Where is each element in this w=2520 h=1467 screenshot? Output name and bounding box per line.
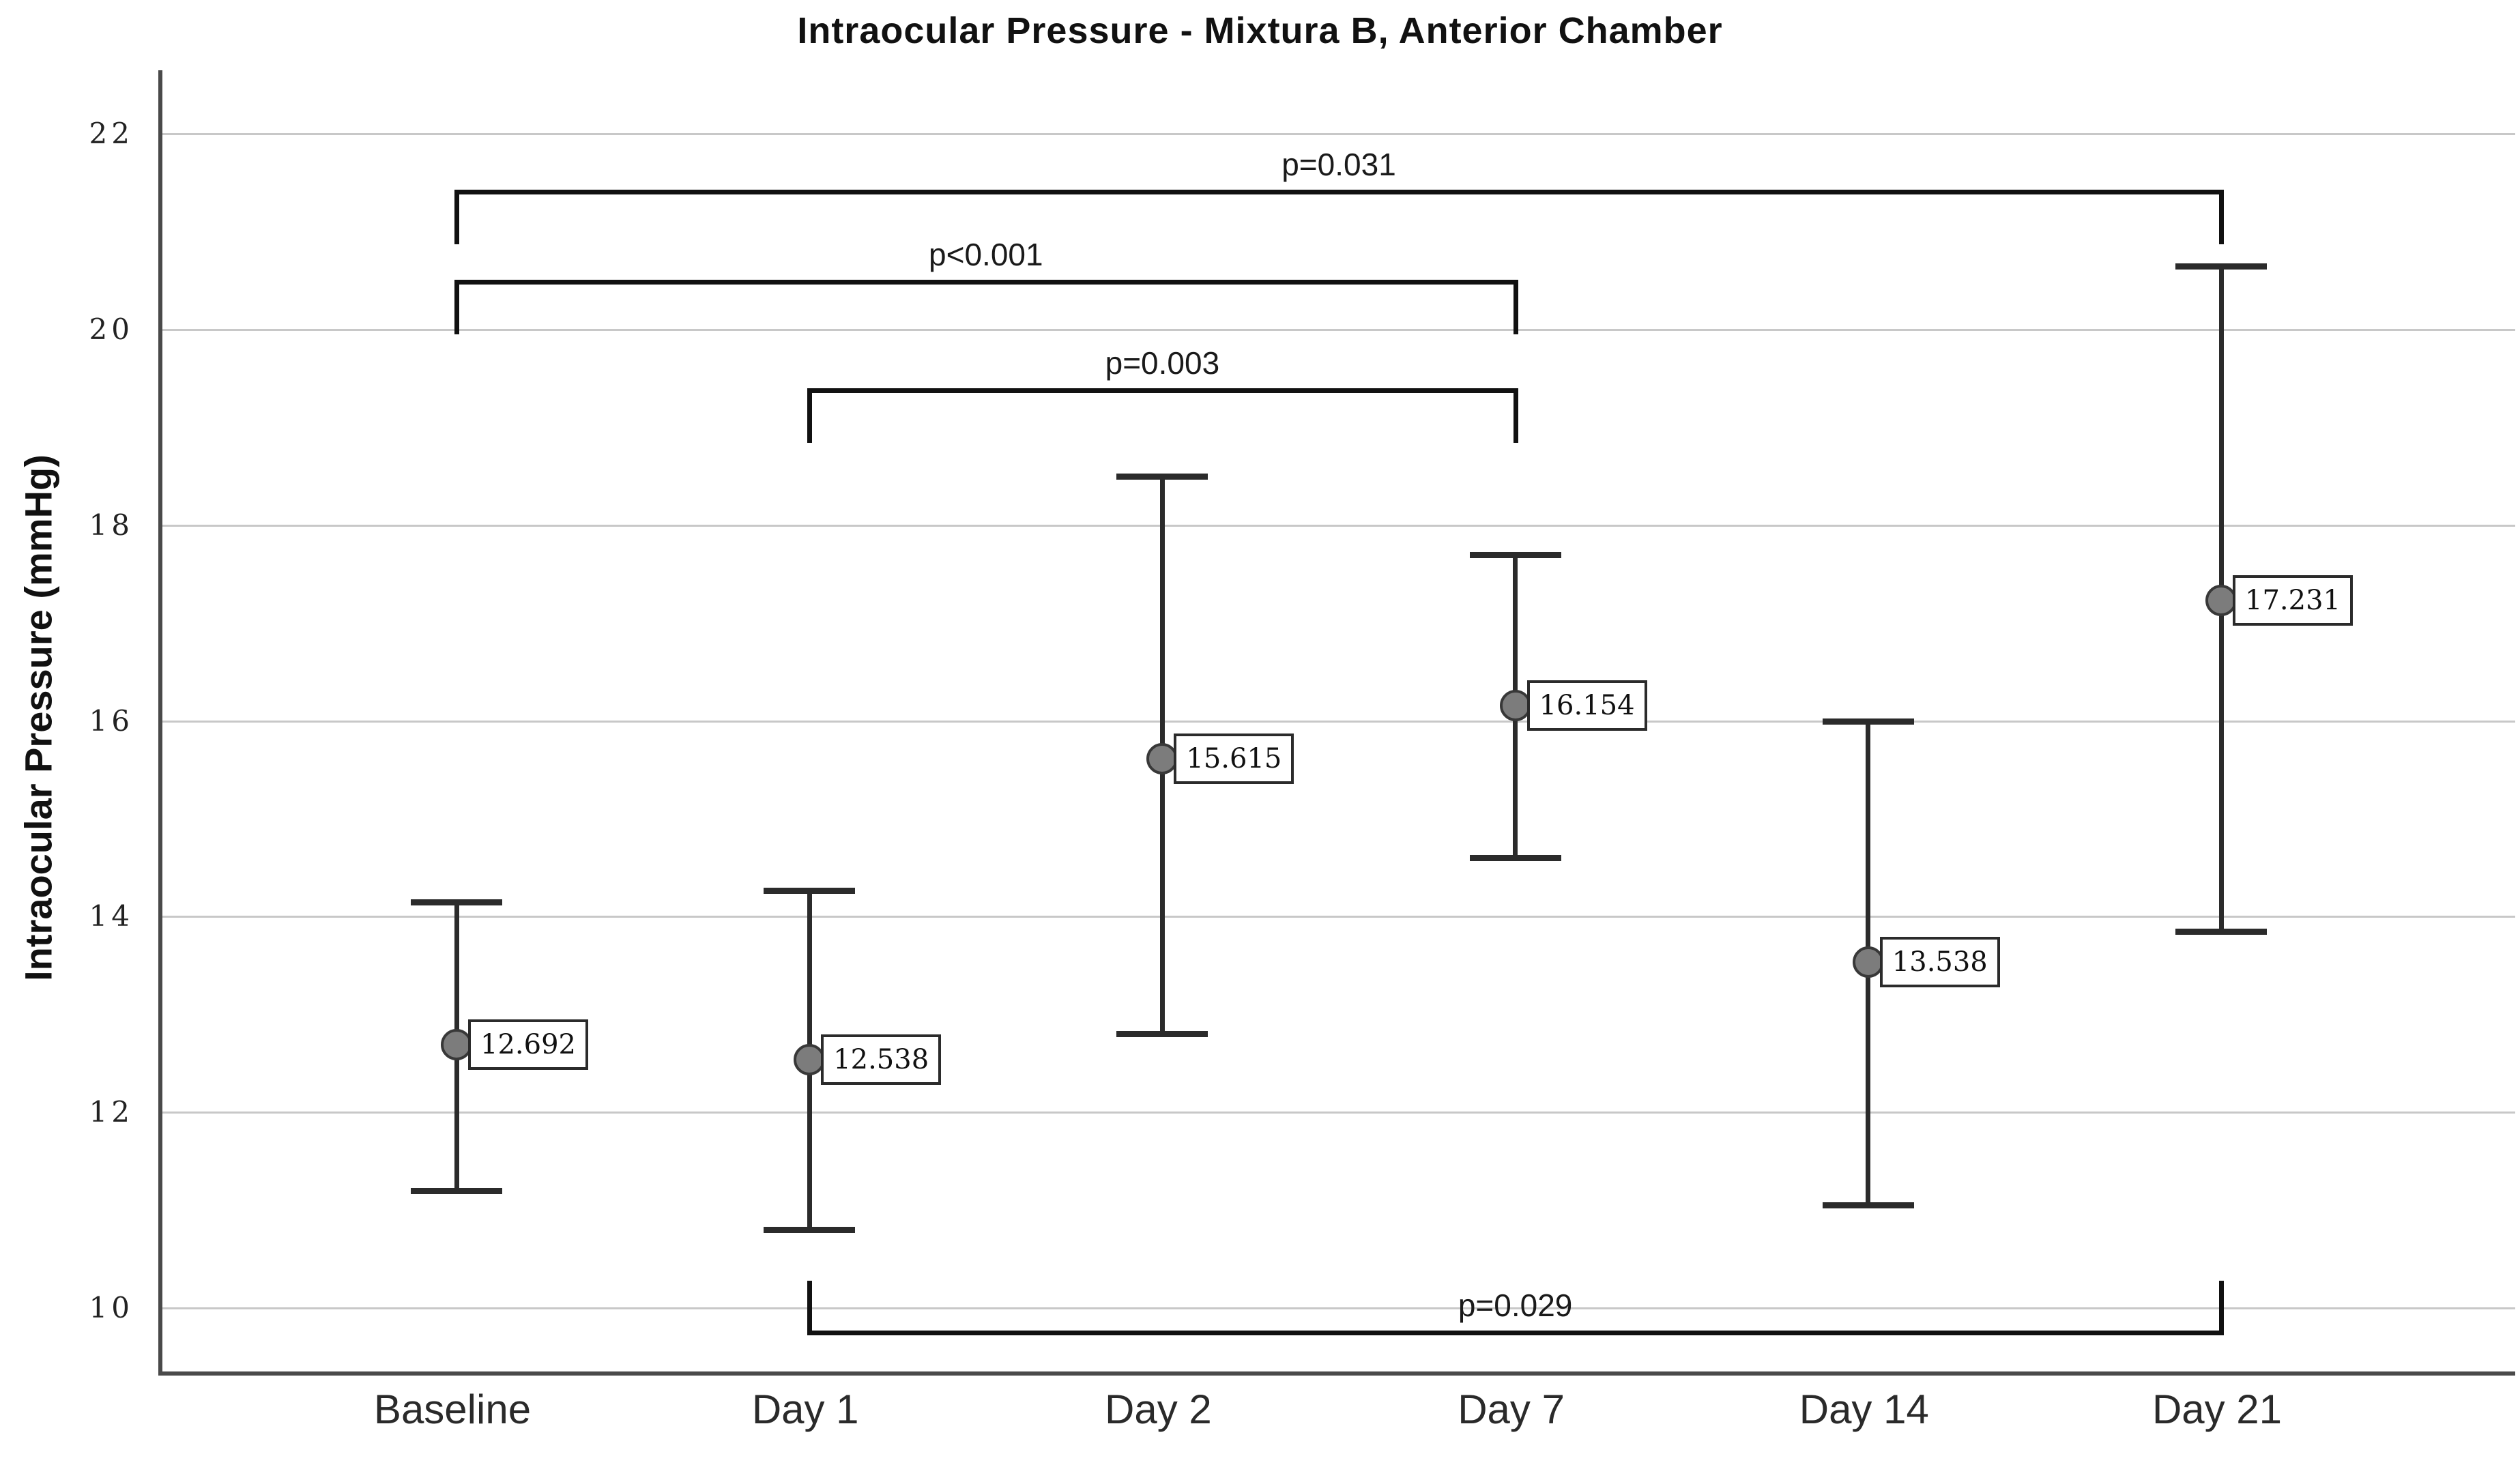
y-tick-label-10: 10 <box>89 1290 134 1324</box>
y-tick-label-12: 12 <box>89 1095 134 1129</box>
sig-bracket-line-3 <box>809 1330 2221 1335</box>
error-cap-lower-3 <box>1469 855 1561 862</box>
sig-bracket-tick-0-1 <box>2219 189 2224 244</box>
sig-bracket-label-1: p<0.001 <box>929 236 1043 272</box>
gridline-y-20 <box>162 328 2515 331</box>
y-tick-label-18: 18 <box>89 508 134 542</box>
y-tick-label-22: 22 <box>89 117 134 151</box>
x-category-label-0: Baseline <box>373 1386 532 1432</box>
chart-title: Intraocular Pressure - Mixtura B, Anteri… <box>797 10 1723 51</box>
point-label-4: 13.538 <box>1879 936 2000 987</box>
gridline-y-22 <box>162 133 2515 136</box>
sig-bracket-line-0 <box>457 189 2221 194</box>
error-cap-upper-4 <box>1822 718 1914 725</box>
gridline-y-10 <box>162 1307 2515 1309</box>
error-cap-lower-4 <box>1822 1202 1914 1209</box>
x-category-label-2: Day 2 <box>1105 1386 1212 1432</box>
point-label-0: 12.692 <box>468 1019 588 1070</box>
sig-bracket-line-1 <box>457 279 1516 285</box>
x-category-label-5: Day 21 <box>2152 1386 2283 1432</box>
point-label-3: 16.154 <box>1526 680 1647 731</box>
point-label-5: 17.231 <box>2233 575 2353 626</box>
error-cap-upper-1 <box>764 887 856 894</box>
sig-bracket-label-2: p=0.003 <box>1105 345 1220 381</box>
x-category-label-1: Day 1 <box>751 1386 859 1432</box>
point-label-1: 12.538 <box>821 1034 942 1085</box>
error-cap-lower-5 <box>2175 928 2267 935</box>
gridline-y-18 <box>162 524 2515 527</box>
x-category-label-4: Day 14 <box>1799 1386 1929 1432</box>
plot-area: p=0.031 p<0.001 p=0.003 p=0.029 12.692 12.538… <box>158 70 2515 1376</box>
error-cap-upper-3 <box>1469 551 1561 558</box>
point-label-2: 15.615 <box>1174 733 1294 784</box>
sig-bracket-tick-2-0 <box>807 388 813 443</box>
error-cap-lower-0 <box>411 1187 502 1194</box>
y-tick-label-14: 14 <box>89 899 134 933</box>
gridline-y-12 <box>162 1112 2515 1114</box>
sig-bracket-tick-1-0 <box>454 279 459 334</box>
gridline-y-16 <box>162 720 2515 723</box>
sig-bracket-label-3: p=0.029 <box>1458 1287 1573 1323</box>
gridline-y-14 <box>162 916 2515 918</box>
error-cap-upper-0 <box>411 899 502 905</box>
sig-bracket-tick-3-0 <box>807 1280 813 1335</box>
y-tick-label-16: 16 <box>89 703 134 738</box>
error-cap-lower-2 <box>1116 1031 1208 1038</box>
sig-bracket-line-2 <box>809 388 1516 393</box>
sig-bracket-tick-0-0 <box>454 189 459 244</box>
error-cap-lower-1 <box>764 1227 856 1234</box>
x-category-label-3: Day 7 <box>1458 1386 1565 1432</box>
error-cap-upper-5 <box>2175 263 2267 270</box>
error-cap-upper-2 <box>1116 474 1208 480</box>
y-tick-label-20: 20 <box>89 312 134 346</box>
sig-bracket-label-0: p=0.031 <box>1281 146 1396 182</box>
sig-bracket-tick-3-1 <box>2219 1280 2224 1335</box>
sig-bracket-tick-2-1 <box>1513 388 1518 443</box>
sig-bracket-tick-1-1 <box>1513 279 1518 334</box>
